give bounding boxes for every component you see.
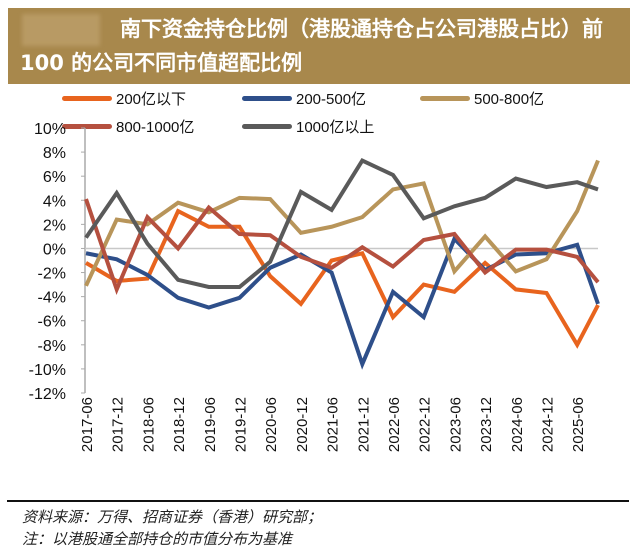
x-tick-label: 2023-06 bbox=[447, 397, 464, 452]
y-tick-label: 8% bbox=[43, 145, 66, 162]
y-tick-label: 0% bbox=[43, 241, 66, 258]
y-tick-label: -2% bbox=[38, 266, 66, 283]
x-tick-label: 2017-06 bbox=[79, 397, 96, 452]
y-tick-label: -8% bbox=[38, 338, 66, 355]
y-tick-label: 4% bbox=[43, 193, 66, 210]
y-tick-label: 2% bbox=[43, 217, 66, 234]
line-chart: 10% 8% 6% 4% 2% 0% -2% -4% -6% -8% -10% -12% 2017-06… bbox=[0, 0, 640, 500]
y-tick-label: 6% bbox=[43, 169, 66, 186]
x-tick-label: 2020-06 bbox=[263, 397, 280, 452]
y-tick-label: -12% bbox=[29, 386, 66, 403]
x-tick-label: 2024-06 bbox=[509, 397, 526, 452]
x-tick-label: 2021-06 bbox=[325, 397, 342, 452]
x-tick-label: 2019-12 bbox=[233, 397, 250, 452]
y-tick-label: -10% bbox=[29, 362, 66, 379]
x-tick-label: 2018-12 bbox=[171, 397, 188, 452]
x-tick-label: 2024-12 bbox=[540, 397, 557, 452]
x-tick-label: 2023-12 bbox=[478, 397, 495, 452]
footer-divider bbox=[7, 500, 629, 502]
x-tick-label: 2025-06 bbox=[570, 397, 587, 452]
source-note: 资料来源：万得、招商证券（香港）研究部； bbox=[22, 506, 322, 527]
x-tick-label: 2021-12 bbox=[355, 397, 372, 452]
y-tick-label: -6% bbox=[38, 314, 66, 331]
y-tick-label: 10% bbox=[34, 121, 66, 138]
y-tick-label: -4% bbox=[38, 290, 66, 307]
x-tick-label: 2019-06 bbox=[202, 397, 219, 452]
x-tick-label: 2018-06 bbox=[140, 397, 157, 452]
x-tick-label: 2020-12 bbox=[294, 397, 311, 452]
x-tick-label: 2017-12 bbox=[110, 397, 127, 452]
x-tick-label: 2022-12 bbox=[417, 397, 434, 452]
x-tick-label: 2022-06 bbox=[386, 397, 403, 452]
